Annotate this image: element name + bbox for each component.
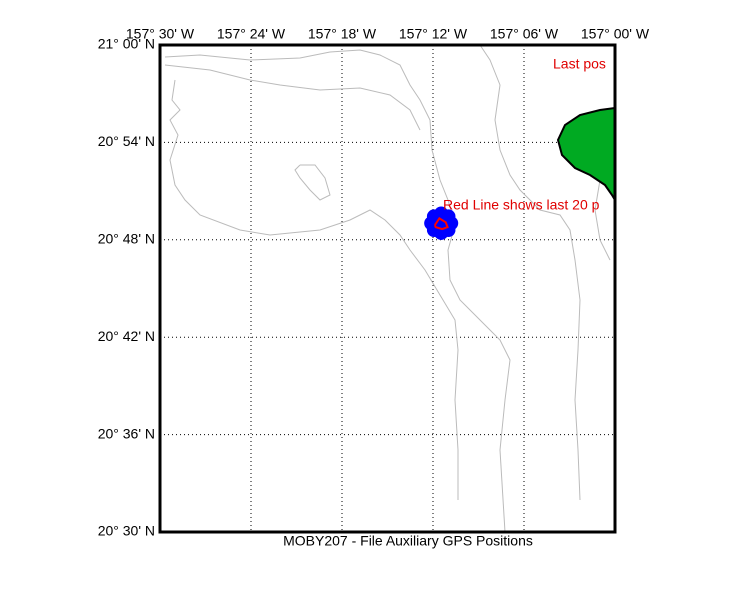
- chart-title: MOBY207 - File Auxiliary GPS Positions: [283, 533, 533, 549]
- y-tick-label: 21° 00' N: [98, 36, 155, 52]
- x-tick-label: 157° 00' W: [581, 26, 650, 42]
- x-tick-label: 157° 18' W: [308, 26, 377, 42]
- last-20-track: [433, 217, 449, 231]
- contour: [294, 164, 331, 201]
- island: [556, 106, 615, 202]
- contour: [164, 49, 511, 532]
- contour: [479, 45, 581, 501]
- contour: [164, 64, 421, 131]
- x-tick-label: 157° 24' W: [217, 26, 286, 42]
- gps-positions: [424, 206, 459, 240]
- bathymetry: [164, 45, 615, 532]
- y-tick-label: 20° 54' N: [98, 133, 155, 149]
- annotation: Last pos: [553, 56, 606, 72]
- y-tick-label: 20° 48' N: [98, 231, 155, 247]
- contour: [169, 79, 459, 500]
- y-tick-label: 20° 42' N: [98, 328, 155, 344]
- x-tick-label: 157° 12' W: [399, 26, 468, 42]
- y-tick-label: 20° 30' N: [98, 523, 155, 539]
- annotation: Red Line shows last 20 p: [443, 197, 600, 213]
- contour: [594, 179, 611, 261]
- x-tick-label: 157° 30' W: [126, 26, 195, 42]
- x-tick-label: 157° 06' W: [490, 26, 559, 42]
- y-tick-label: 20° 36' N: [98, 425, 155, 441]
- map-frame: [158, 43, 617, 534]
